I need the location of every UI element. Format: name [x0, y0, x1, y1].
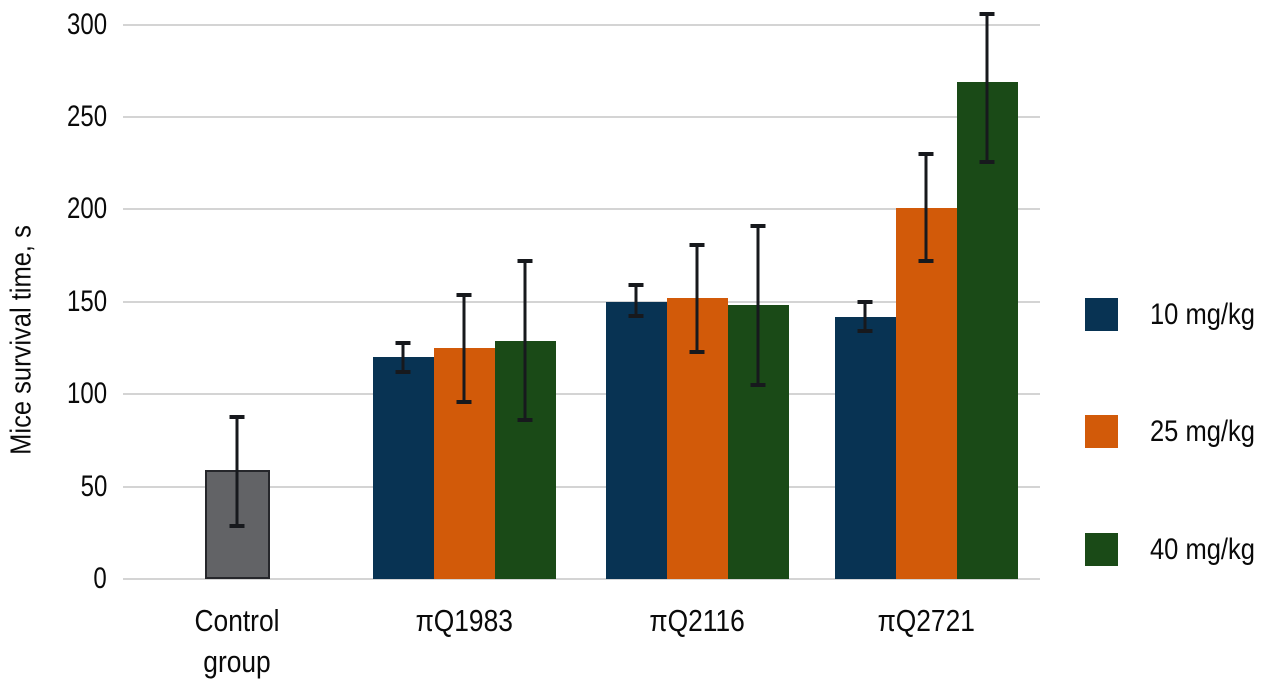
error-bar-stem: [401, 341, 405, 374]
error-bar-stem: [985, 12, 989, 164]
y-tick-label-200: 200: [66, 192, 107, 226]
error-bar-stem: [462, 293, 466, 404]
error-bar-40-mg-kg-piq2116: [748, 224, 768, 387]
legend-swatch-25mgkg: [1085, 415, 1118, 448]
error-bar-stem: [924, 152, 928, 263]
error-bar-25-mg-kg-piq2721: [916, 152, 936, 263]
y-tick-label-300: 300: [66, 7, 107, 41]
error-bar-cap: [689, 243, 705, 247]
y-tick-label-250: 250: [66, 100, 107, 133]
error-bar-cap: [750, 383, 766, 387]
error-bar-cap: [979, 160, 995, 164]
error-bar-stem: [756, 224, 760, 387]
error-bar-stem: [863, 300, 867, 333]
error-bar-cap: [229, 524, 245, 528]
error-bar-cap: [628, 283, 644, 287]
bar-40-mg-kg-piq2721: [957, 82, 1018, 579]
error-bar-25-mg-kg-piq1983: [454, 293, 474, 404]
legend-swatch-40mgkg: [1085, 533, 1118, 566]
error-bar-control-control-group: [227, 415, 247, 528]
bar-10-mg-kg-piq1983: [373, 357, 434, 579]
gridline-300: [123, 23, 1040, 26]
legend: 10 mg/kg 25 mg/kg 40 mg/kg: [1085, 0, 1264, 691]
error-bar-10-mg-kg-piq1983: [393, 341, 413, 374]
bar-25-mg-kg-piq2721: [896, 208, 957, 579]
error-bar-cap: [857, 329, 873, 333]
bar-10-mg-kg-piq2116: [606, 302, 667, 579]
error-bar-10-mg-kg-piq2721: [855, 300, 875, 333]
gridline-250: [123, 116, 1040, 118]
y-tick-label-0: 0: [93, 562, 107, 595]
legend-label-40mgkg: 40 mg/kg: [1150, 532, 1255, 566]
error-bar-cap: [979, 12, 995, 16]
error-bar-stem: [523, 259, 527, 422]
x-label-control-group: Control group: [194, 603, 280, 679]
y-tick-label-50: 50: [80, 469, 107, 503]
legend-swatch-10mgkg: [1085, 298, 1118, 331]
error-bar-cap: [517, 259, 533, 263]
error-bar-cap: [918, 259, 934, 263]
error-bar-cap: [628, 314, 644, 318]
error-bar-cap: [689, 350, 705, 354]
gridline-50: [123, 485, 1040, 488]
y-tick-label-100: 100: [66, 377, 107, 411]
error-bar-cap: [918, 152, 934, 156]
error-bar-cap: [395, 341, 411, 345]
gridline-100: [123, 393, 1040, 396]
error-bar-cap: [456, 400, 472, 404]
error-bar-stem: [235, 415, 239, 528]
x-label-piq1983: πQ1983: [415, 603, 513, 638]
legend-label-25mgkg: 25 mg/kg: [1150, 414, 1255, 448]
error-bar-cap: [857, 300, 873, 304]
error-bar-40-mg-kg-piq2721: [977, 12, 997, 164]
error-bar-cap: [456, 293, 472, 297]
error-bar-25-mg-kg-piq2116: [687, 243, 707, 354]
error-bar-cap: [395, 370, 411, 374]
legend-label-10mgkg: 10 mg/kg: [1150, 297, 1255, 331]
gridline-200: [123, 208, 1040, 211]
error-bar-40-mg-kg-piq1983: [515, 259, 535, 422]
error-bar-stem: [695, 243, 699, 354]
x-label-piq2116: πQ2116: [649, 603, 745, 638]
error-bar-10-mg-kg-piq2116: [626, 283, 646, 318]
error-bar-cap: [517, 418, 533, 422]
gridline-150: [123, 300, 1040, 303]
error-bar-cap: [750, 224, 766, 228]
y-tick-label-150: 150: [66, 284, 107, 318]
gridline-0: [123, 578, 1040, 580]
x-label-piq2721: πQ2721: [877, 603, 975, 638]
error-bar-stem: [634, 283, 638, 318]
y-axis-title: Mice survival time, s: [5, 225, 38, 455]
bar-10-mg-kg-piq2721: [835, 317, 896, 579]
error-bar-cap: [229, 415, 245, 419]
